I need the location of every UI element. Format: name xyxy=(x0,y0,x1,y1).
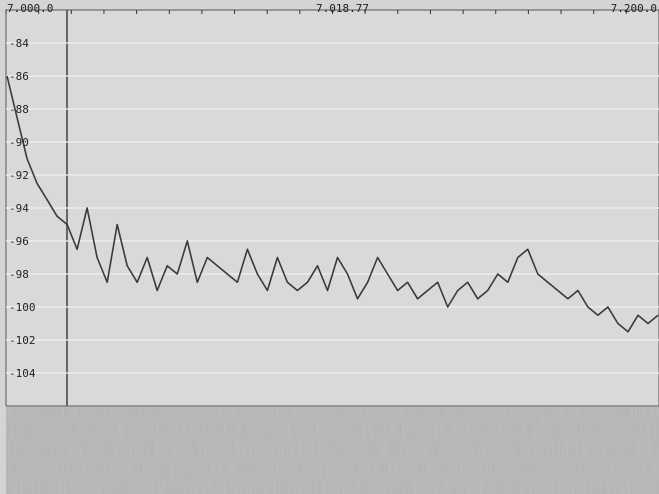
waterfall xyxy=(6,407,659,494)
plot: -84 -86 -88 -90 -92 -94 -96 -98 -100 -102 -104 7.00… xyxy=(6,2,659,380)
spectrum-trace xyxy=(6,75,659,333)
y-tick-label: -86 xyxy=(9,70,29,83)
y-tick-label: -102 xyxy=(9,334,36,347)
frequency-label: 7.000.0 xyxy=(7,2,53,15)
frequency-label: 7.200.0 xyxy=(611,2,657,15)
y-tick-label: -84 xyxy=(9,37,29,50)
top-ticks xyxy=(5,10,659,14)
y-tick-label: -104 xyxy=(9,367,36,380)
y-tick-label: -98 xyxy=(9,268,29,281)
waterfall-noise xyxy=(6,407,659,494)
y-tick-label: -88 xyxy=(9,103,29,116)
y-tick-label: -90 xyxy=(9,136,29,149)
y-tick-label: -96 xyxy=(9,235,29,248)
y-tick-label: -94 xyxy=(9,202,29,215)
y-tick-label: -100 xyxy=(9,301,36,314)
y-tick-label: -92 xyxy=(9,169,29,182)
frequency-label: 7.018.77 xyxy=(316,2,369,15)
